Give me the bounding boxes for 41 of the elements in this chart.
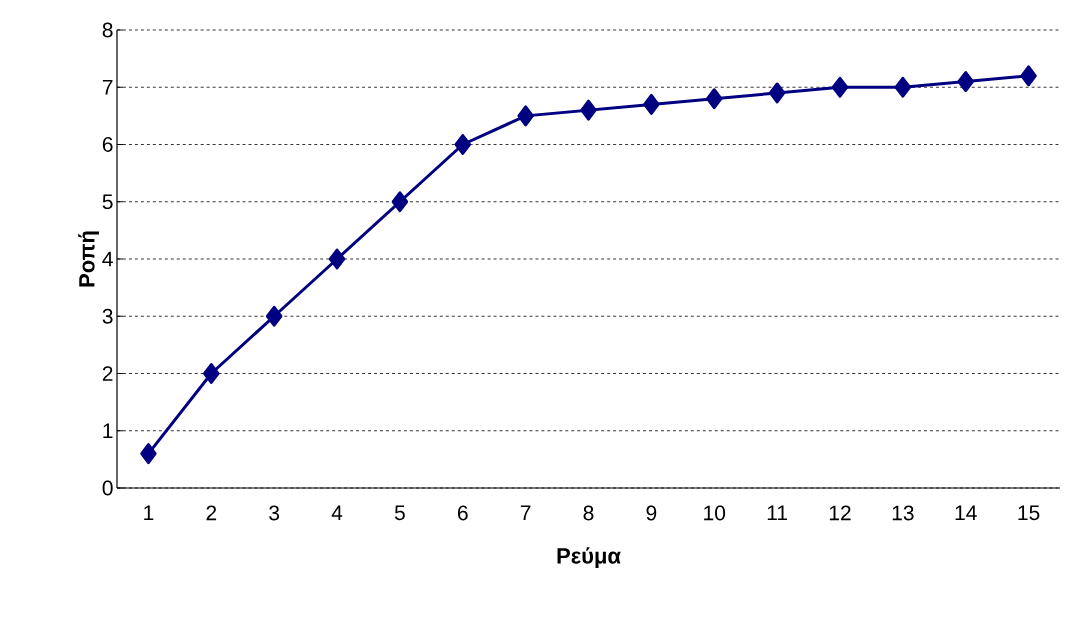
y-tick-label: 0 — [102, 480, 113, 496]
x-axis-title: Ρεύμα — [557, 547, 621, 568]
point — [643, 93, 660, 115]
x-tick-label: 15 — [1018, 505, 1040, 521]
x-tick-label: 13 — [892, 505, 914, 521]
x-tick-label: 5 — [394, 505, 405, 521]
x-tick-label: 10 — [704, 505, 726, 521]
y-tick-label: 1 — [103, 423, 113, 438]
x-tick-label: 9 — [646, 505, 657, 521]
x-tick-label: 12 — [829, 505, 851, 521]
x-tick-label: 11 — [767, 505, 787, 520]
y-tick-label: 7 — [102, 80, 113, 95]
x-tick-label: 3 — [269, 505, 280, 521]
point — [517, 105, 534, 127]
x-tick-label: 14 — [955, 505, 977, 520]
x-tick-label: 2 — [206, 505, 217, 521]
point — [391, 191, 409, 213]
point — [328, 248, 346, 270]
x-tick-label: 4 — [331, 505, 343, 520]
x-tick-label: 8 — [583, 505, 594, 521]
point — [706, 88, 723, 110]
point — [140, 443, 157, 465]
point — [957, 71, 974, 92]
point — [768, 82, 786, 104]
y-tick-label: 3 — [102, 308, 113, 324]
y-tick-label: 5 — [102, 194, 113, 210]
y-axis-title: Ροπή — [78, 231, 99, 287]
point — [831, 76, 849, 98]
point — [203, 363, 220, 384]
x-tick-label: 6 — [457, 505, 468, 521]
point — [580, 99, 597, 121]
point — [265, 305, 283, 327]
y-tick-label: 4 — [102, 251, 113, 267]
y-tick-label: 2 — [102, 366, 113, 381]
y-tick-label: 8 — [102, 22, 113, 38]
y-tick-label: 6 — [102, 137, 113, 152]
point — [1020, 65, 1037, 87]
x-tick-label: 7 — [520, 505, 531, 520]
x-tick-label: 1 — [144, 505, 154, 520]
point — [454, 134, 471, 155]
point — [894, 76, 912, 98]
